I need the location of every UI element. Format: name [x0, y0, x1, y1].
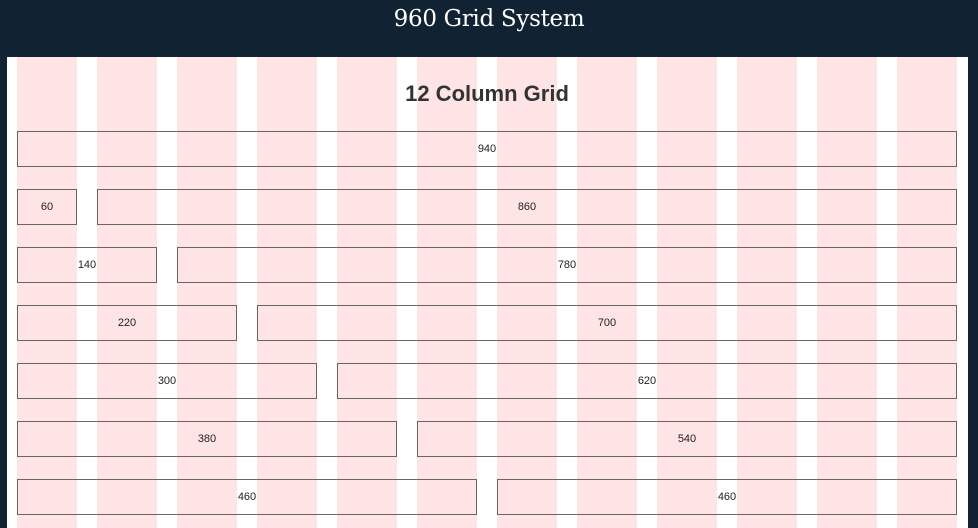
column-guide [177, 57, 237, 528]
column-guide [497, 57, 557, 528]
grid-box-60: 60 [17, 189, 77, 225]
column-guide [17, 57, 77, 528]
grid-box-140: 140 [17, 247, 157, 283]
grid-box-460-left: 460 [17, 479, 477, 515]
grid-box-940: 940 [17, 131, 957, 167]
site-header: 960 Grid System [0, 0, 978, 57]
grid-box-780: 780 [177, 247, 957, 283]
column-guide [337, 57, 397, 528]
column-guide [737, 57, 797, 528]
grid-box-540: 540 [417, 421, 957, 457]
grid-heading: 12 Column Grid [405, 81, 569, 106]
site-title: 960 Grid System [393, 6, 585, 32]
grid-box-860: 860 [97, 189, 957, 225]
column-guide [817, 57, 877, 528]
grid-box-300: 300 [17, 363, 317, 399]
grid-box-380: 380 [17, 421, 397, 457]
column-guide [417, 57, 477, 528]
column-guide [257, 57, 317, 528]
grid-box-220: 220 [17, 305, 237, 341]
grid-box-700: 700 [257, 305, 957, 341]
grid-box-620: 620 [337, 363, 957, 399]
column-guide [97, 57, 157, 528]
column-guide [897, 57, 957, 528]
grid-box-460-right: 460 [497, 479, 957, 515]
column-guide [577, 57, 637, 528]
column-guide [657, 57, 717, 528]
grid-container: 12 Column Grid 940 60 860 140 780 220 70… [7, 57, 968, 528]
